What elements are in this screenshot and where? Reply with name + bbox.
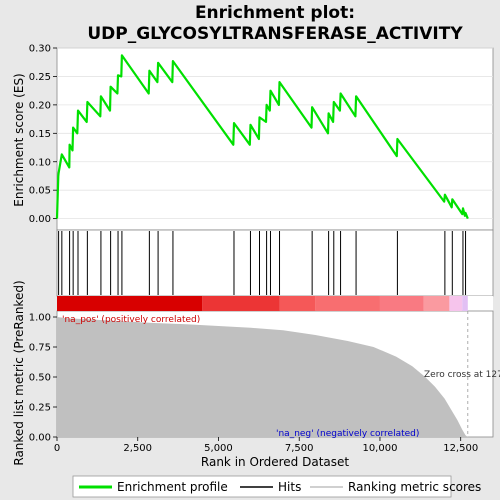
color-bar-segment xyxy=(315,296,380,311)
x-axis-title: Rank in Ordered Dataset xyxy=(201,455,349,469)
rank-y-tick-label: 1.00 xyxy=(29,313,51,324)
es-y-tick-label: 0.10 xyxy=(29,157,51,168)
es-y-tick-label: 0.05 xyxy=(29,186,51,197)
es-y-tick-label: 0.20 xyxy=(29,100,51,111)
x-tick-label: 0 xyxy=(54,443,60,454)
rank-y-tick-label: 0.25 xyxy=(29,403,51,414)
x-tick-label: 10,000 xyxy=(362,443,397,454)
rank-y-tick-label: 0.50 xyxy=(29,373,51,384)
es-y-tick-label: 0.15 xyxy=(29,129,51,140)
neg-correlated-label: 'na_neg' (negatively correlated) xyxy=(276,429,419,439)
x-tick-label: 7,500 xyxy=(285,443,314,454)
legend-enrichment-label: Enrichment profile xyxy=(117,480,228,494)
pos-correlated-label: 'na_pos' (positively correlated) xyxy=(62,315,200,325)
legend-ranking-label: Ranking metric scores xyxy=(348,480,481,494)
zero-cross-label: Zero cross at 12720 xyxy=(424,370,500,380)
chart-title-line2: UDP_GLYCOSYLTRANSFERASE_ACTIVITY xyxy=(87,24,463,44)
color-bar-segment xyxy=(202,296,280,311)
es-y-axis-title: Enrichment score (ES) xyxy=(12,73,26,206)
color-bar xyxy=(57,296,468,311)
chart-title-line1: Enrichment plot: xyxy=(195,3,355,23)
color-bar-segment xyxy=(279,296,316,311)
rank-group xyxy=(57,311,469,437)
legend: Enrichment profile Hits Ranking metric s… xyxy=(72,475,481,498)
es-y-tick-label: 0.25 xyxy=(29,72,51,83)
color-bar-segment xyxy=(423,296,450,311)
es-grid xyxy=(57,47,493,220)
x-tick-label: 12,500 xyxy=(443,443,478,454)
hits-panel xyxy=(56,229,494,297)
x-tick-label: 2,500 xyxy=(123,443,152,454)
color-bar-segment xyxy=(449,296,463,311)
es-y-ticks: 0.00 0.05 0.10 0.15 0.20 0.25 0.30 xyxy=(29,44,57,225)
es-y-tick-label: 0.30 xyxy=(29,44,51,55)
rank-y-tick-label: 0.00 xyxy=(29,433,51,444)
rank-y-axis-title: Ranked list metric (PreRanked) xyxy=(12,280,26,465)
ranking-metric-area xyxy=(57,317,468,437)
hits-group xyxy=(58,231,467,295)
x-ticks: 0 2,500 5,000 7,500 10,000 12,500 xyxy=(54,437,478,454)
x-tick-label: 5,000 xyxy=(204,443,233,454)
legend-hits-label: Hits xyxy=(278,480,301,494)
color-bar-segment xyxy=(462,296,468,311)
es-line-group xyxy=(55,54,469,220)
es-y-tick-label: 0.00 xyxy=(29,214,51,225)
rank-y-ticks: 0.00 0.25 0.50 0.75 1.00 xyxy=(29,313,57,444)
es-panel xyxy=(56,47,494,231)
enrichment-profile-line xyxy=(55,54,469,220)
rank-y-tick-label: 0.75 xyxy=(29,343,51,354)
color-bar-segment xyxy=(379,296,424,311)
color-bar-segment xyxy=(57,296,203,311)
